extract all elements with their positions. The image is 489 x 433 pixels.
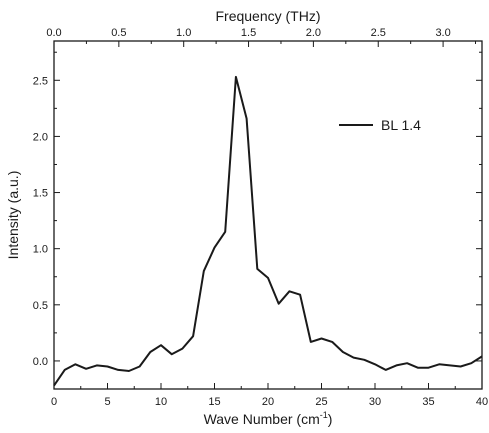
right-axis bbox=[476, 51, 482, 390]
top-tick-label: 1.0 bbox=[176, 27, 191, 39]
bottom-axis-title-superscript: -1 bbox=[320, 410, 328, 420]
left-tick-label: 1.5 bbox=[33, 188, 48, 200]
bottom-tick-label: 25 bbox=[315, 396, 327, 408]
top-tick-label: 2.0 bbox=[306, 27, 321, 39]
series-line bbox=[53, 75, 483, 387]
bottom-tick-label: 35 bbox=[422, 396, 434, 408]
bottom-tick-label: 30 bbox=[369, 396, 381, 408]
bottom-tick-label: 10 bbox=[155, 396, 167, 408]
bottom-tick-label: 40 bbox=[476, 396, 488, 408]
left-tick-label: 2.5 bbox=[33, 75, 48, 87]
top-tick-label: 0.5 bbox=[111, 27, 126, 39]
bottom-tick-label: 0 bbox=[51, 396, 57, 408]
bottom-axis-title-close: ) bbox=[328, 411, 333, 427]
bottom-axis-title: Wave Number (cm-1) bbox=[204, 410, 333, 427]
left-tick-label: 2.0 bbox=[33, 131, 48, 143]
plot-frame bbox=[53, 40, 483, 390]
bottom-axis: 0 5 10 15 20 25 30 35 40 bbox=[51, 383, 488, 408]
left-axis-title: Intensity (a.u.) bbox=[5, 171, 21, 260]
legend-label: BL 1.4 bbox=[381, 117, 421, 133]
bottom-tick-label: 5 bbox=[104, 396, 110, 408]
top-axis-title: Frequency (THz) bbox=[215, 8, 320, 24]
left-axis: 0.0 0.5 1.0 1.5 2.0 2.5 bbox=[33, 51, 60, 390]
series-layer bbox=[53, 75, 483, 387]
legend: BL 1.4 bbox=[339, 117, 421, 133]
bottom-tick-label: 20 bbox=[262, 396, 274, 408]
left-tick-label: 0.5 bbox=[33, 300, 48, 312]
bottom-tick-label: 15 bbox=[208, 396, 220, 408]
top-tick-label: 3.0 bbox=[435, 27, 450, 39]
top-axis: 0.0 0.5 1.0 1.5 2.0 2.5 3.0 bbox=[46, 27, 477, 47]
top-tick-label: 2.5 bbox=[371, 27, 386, 39]
left-tick-label: 0.0 bbox=[33, 356, 48, 368]
bottom-axis-title-main: Wave Number (cm bbox=[204, 411, 320, 427]
top-tick-label: 0.0 bbox=[46, 27, 61, 39]
top-tick-label: 1.5 bbox=[241, 27, 256, 39]
left-tick-label: 1.0 bbox=[33, 244, 48, 256]
